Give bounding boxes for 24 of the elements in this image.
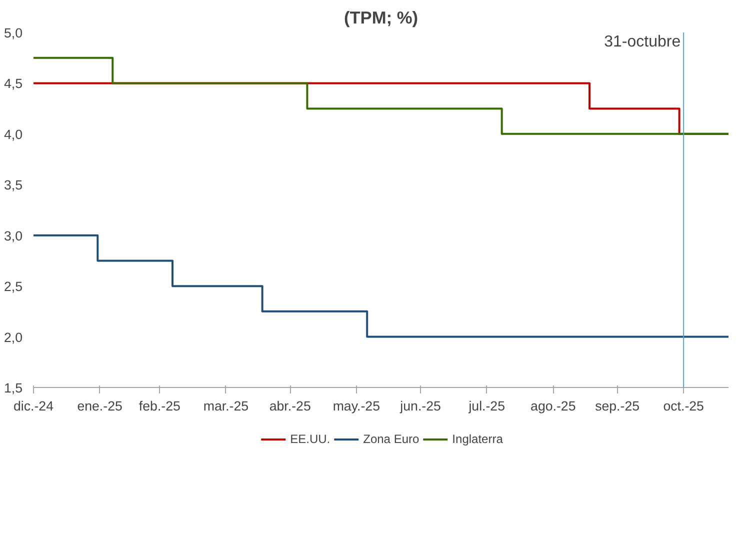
x-tick-label: jun.-25 — [399, 398, 441, 414]
x-tick-label: mar.-25 — [203, 398, 249, 414]
legend-label: Inglaterra — [452, 432, 503, 446]
y-tick-label: 2,5 — [4, 279, 23, 294]
x-tick-label: oct.-25 — [663, 398, 704, 414]
chart-title: (TPM; %) — [344, 8, 418, 28]
y-tick-label: 5,0 — [4, 26, 23, 40]
x-tick-label: ago.-25 — [530, 398, 576, 414]
y-tick-label: 2,0 — [4, 330, 23, 345]
x-tick-label: jul.-25 — [468, 398, 506, 414]
y-tick-label: 4,0 — [4, 126, 23, 142]
x-tick-label: ene.-25 — [77, 398, 122, 414]
ref-line-label: 31-octubre — [604, 34, 681, 50]
x-tick-label: feb.-25 — [138, 398, 180, 414]
x-tick-label: dic.-24 — [14, 398, 54, 414]
x-tick-label: sep.-25 — [595, 398, 640, 414]
y-tick-label: 4,5 — [4, 76, 23, 92]
x-tick-label: abr.-25 — [269, 398, 311, 414]
x-tick-label: may.-25 — [332, 398, 380, 414]
y-tick-label: 3,0 — [4, 228, 23, 244]
legend-label: EE.UU. — [290, 432, 330, 446]
legend-label: Zona Euro — [363, 432, 420, 446]
y-tick-label: 3,5 — [4, 178, 23, 193]
y-tick-label: 1,5 — [4, 380, 23, 396]
